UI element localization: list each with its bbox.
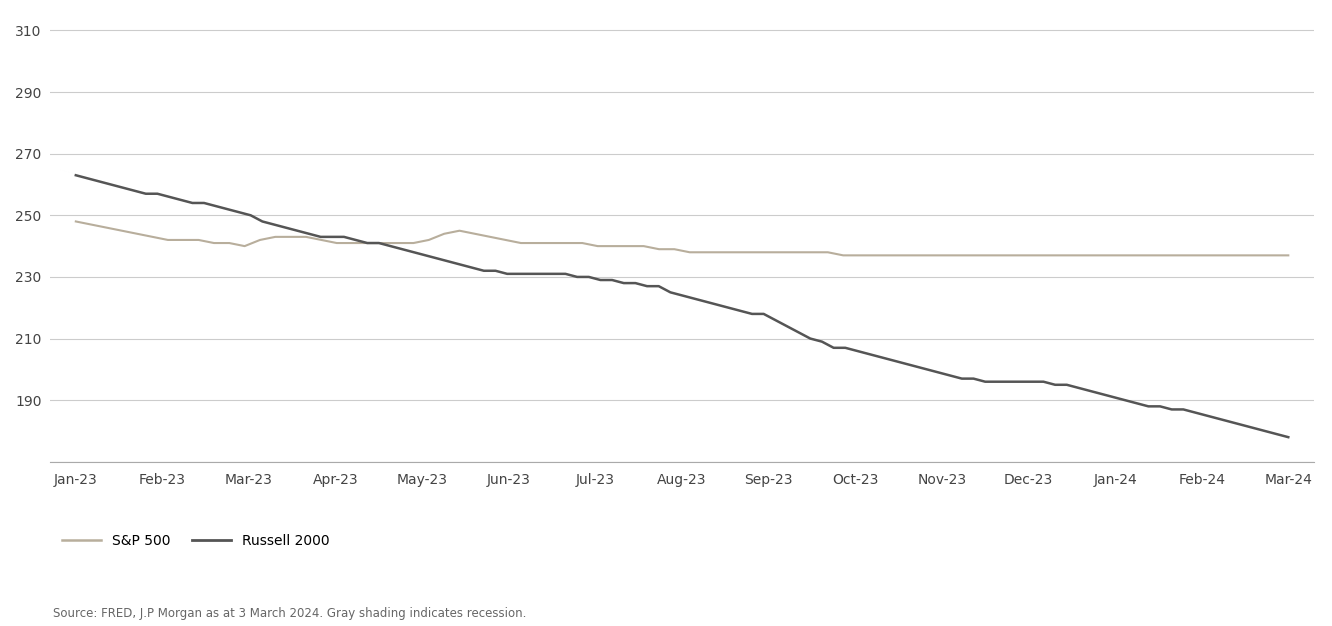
- Legend: S&P 500, Russell 2000: S&P 500, Russell 2000: [57, 528, 334, 553]
- Text: Source: FRED, J.P Morgan as at 3 March 2024. Gray shading indicates recession.: Source: FRED, J.P Morgan as at 3 March 2…: [53, 607, 526, 620]
